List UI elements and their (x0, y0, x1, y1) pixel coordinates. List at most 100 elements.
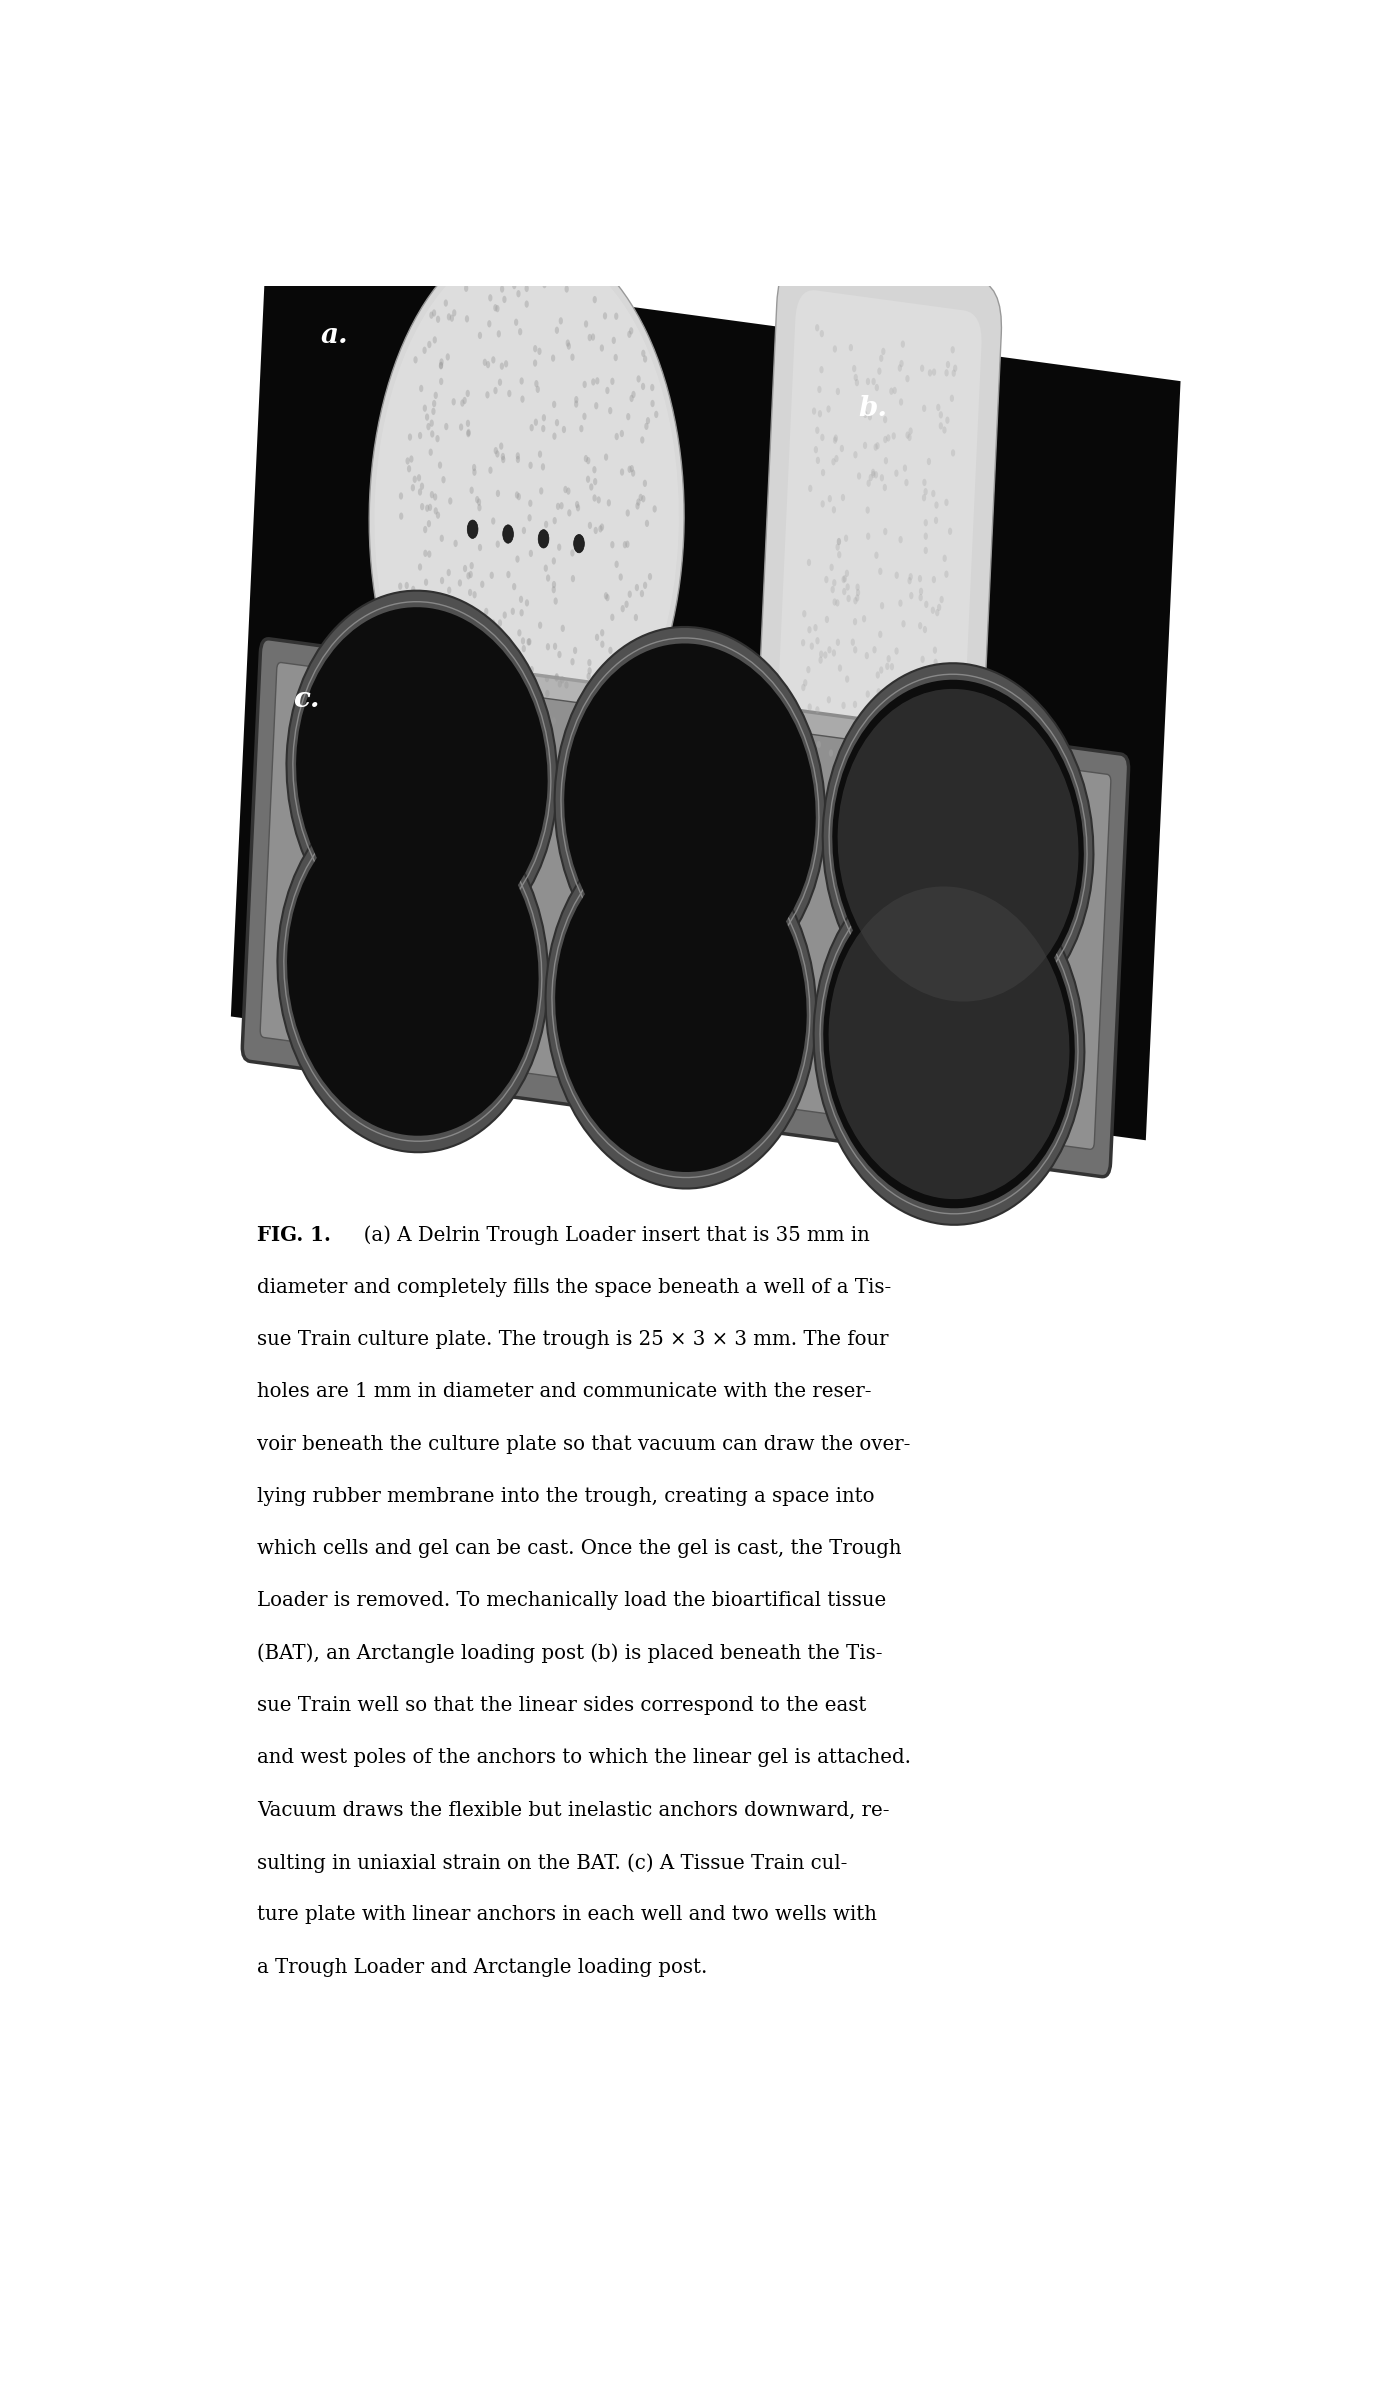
Ellipse shape (912, 777, 916, 784)
Ellipse shape (599, 524, 603, 531)
Ellipse shape (522, 527, 526, 534)
Text: Loader is removed. To mechanically load the bioartifical tissue: Loader is removed. To mechanically load … (257, 1592, 887, 1611)
Ellipse shape (530, 424, 534, 431)
Ellipse shape (890, 388, 894, 396)
Ellipse shape (588, 667, 592, 674)
Ellipse shape (946, 360, 950, 369)
Ellipse shape (855, 593, 859, 601)
Ellipse shape (457, 579, 463, 586)
Ellipse shape (460, 727, 464, 734)
Ellipse shape (559, 317, 563, 324)
Ellipse shape (898, 536, 903, 543)
Ellipse shape (478, 543, 482, 550)
Ellipse shape (815, 705, 819, 713)
Ellipse shape (587, 672, 591, 679)
Ellipse shape (498, 443, 504, 450)
Ellipse shape (895, 648, 899, 655)
Ellipse shape (804, 746, 808, 753)
Ellipse shape (592, 295, 596, 303)
Text: ture plate with linear anchors in each well and two wells with: ture plate with linear anchors in each w… (257, 1906, 877, 1923)
Ellipse shape (434, 698, 438, 705)
Ellipse shape (603, 312, 607, 319)
Ellipse shape (614, 434, 618, 441)
Ellipse shape (496, 491, 500, 498)
Ellipse shape (923, 479, 927, 486)
Ellipse shape (917, 717, 921, 724)
Ellipse shape (866, 531, 870, 541)
Ellipse shape (810, 643, 814, 651)
FancyBboxPatch shape (242, 639, 1129, 1177)
Ellipse shape (582, 381, 587, 388)
Ellipse shape (427, 550, 431, 558)
Ellipse shape (500, 362, 504, 369)
Ellipse shape (538, 529, 549, 548)
Ellipse shape (538, 622, 543, 629)
Ellipse shape (463, 565, 467, 572)
Ellipse shape (483, 703, 489, 710)
Ellipse shape (547, 708, 551, 715)
Ellipse shape (929, 791, 934, 798)
Text: sulting in uniaxial strain on the BAT. (c) A Tissue Train cul-: sulting in uniaxial strain on the BAT. (… (257, 1854, 848, 1873)
Ellipse shape (552, 434, 556, 441)
Ellipse shape (610, 615, 614, 622)
Ellipse shape (916, 817, 920, 825)
Ellipse shape (909, 572, 913, 581)
Ellipse shape (431, 591, 435, 598)
Ellipse shape (855, 584, 859, 591)
Ellipse shape (832, 648, 836, 658)
Ellipse shape (481, 581, 485, 589)
Ellipse shape (633, 615, 638, 622)
Ellipse shape (592, 493, 596, 503)
Ellipse shape (874, 708, 880, 715)
Text: sue Train well so that the linear sides correspond to the east: sue Train well so that the linear sides … (257, 1697, 868, 1716)
Ellipse shape (936, 403, 940, 412)
Ellipse shape (461, 655, 465, 662)
Ellipse shape (863, 441, 868, 448)
Ellipse shape (935, 500, 939, 508)
Ellipse shape (883, 417, 887, 424)
Ellipse shape (836, 727, 840, 736)
Ellipse shape (559, 751, 563, 758)
Ellipse shape (534, 739, 538, 746)
Ellipse shape (503, 612, 507, 620)
Ellipse shape (570, 658, 574, 665)
Ellipse shape (588, 334, 592, 341)
Ellipse shape (467, 572, 471, 579)
Ellipse shape (866, 379, 870, 386)
Ellipse shape (807, 558, 811, 567)
Ellipse shape (600, 629, 605, 636)
Ellipse shape (855, 379, 859, 386)
Ellipse shape (603, 662, 607, 670)
Ellipse shape (942, 555, 947, 562)
Ellipse shape (412, 586, 416, 593)
Ellipse shape (873, 646, 877, 653)
Ellipse shape (423, 346, 427, 355)
Ellipse shape (507, 572, 511, 579)
Ellipse shape (932, 577, 936, 584)
Ellipse shape (439, 577, 445, 584)
Ellipse shape (909, 810, 913, 817)
Ellipse shape (883, 484, 887, 491)
Ellipse shape (556, 503, 560, 510)
Ellipse shape (606, 386, 610, 393)
Ellipse shape (924, 489, 928, 496)
Ellipse shape (909, 591, 913, 598)
Ellipse shape (519, 610, 523, 617)
Ellipse shape (529, 550, 533, 558)
Ellipse shape (631, 469, 635, 477)
Ellipse shape (552, 581, 556, 589)
Ellipse shape (498, 631, 503, 639)
Ellipse shape (439, 605, 443, 612)
Ellipse shape (852, 701, 856, 708)
Ellipse shape (821, 500, 825, 508)
Ellipse shape (472, 658, 476, 665)
Ellipse shape (369, 234, 684, 803)
Ellipse shape (945, 498, 949, 505)
Ellipse shape (595, 634, 599, 641)
Ellipse shape (821, 469, 825, 477)
Ellipse shape (498, 279, 503, 286)
Ellipse shape (494, 667, 498, 674)
Ellipse shape (478, 691, 482, 698)
Text: FIG. 1.: FIG. 1. (257, 1225, 332, 1246)
Ellipse shape (492, 355, 496, 365)
